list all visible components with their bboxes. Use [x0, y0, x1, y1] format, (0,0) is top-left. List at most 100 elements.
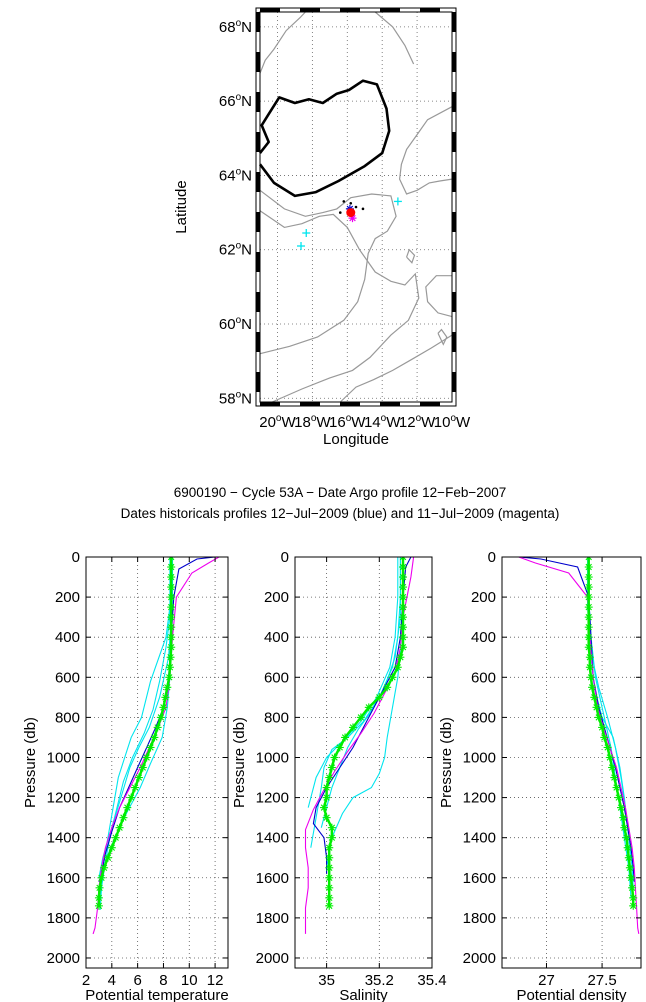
- argo-profile-star: [399, 593, 408, 602]
- map-xtick-label: 18oW: [294, 413, 331, 431]
- ytick-label: 0: [72, 549, 80, 566]
- argo-profile-star: [605, 753, 614, 762]
- map-ylabel: Latitude: [173, 180, 190, 233]
- argo-profile-star: [393, 663, 402, 672]
- ytick-label: 800: [471, 709, 496, 726]
- argo-profile-star: [624, 853, 633, 862]
- axes-box: [294, 556, 433, 969]
- ytick-label: 400: [471, 629, 496, 646]
- frame-segment: [452, 372, 456, 392]
- argo-profile-star: [138, 763, 147, 772]
- ytick-label: 800: [55, 709, 80, 726]
- argo-profile-star: [383, 683, 392, 692]
- map-ytick-label: 58oN: [219, 389, 252, 407]
- argo-profile-star: [586, 673, 595, 682]
- argo-profile-star: [356, 713, 365, 722]
- argo-profile-star: [119, 813, 128, 822]
- argo-profile-star: [629, 901, 638, 910]
- ylabel: Pressure (db): [22, 717, 39, 808]
- profile-title: 6900190 − Cycle 53A − Date Argo profile …: [174, 485, 507, 500]
- ytick-label: 200: [55, 589, 80, 606]
- argo-profile-star: [584, 643, 593, 652]
- historical-point: [361, 207, 365, 211]
- ytick-label: 1000: [47, 749, 80, 766]
- ytick-label: 1200: [256, 790, 289, 807]
- ytick-label: 0: [281, 549, 289, 566]
- depth-contour: [425, 275, 453, 318]
- profile-markers: [297, 197, 402, 250]
- argo-profile-star: [159, 703, 168, 712]
- frame-segment: [420, 402, 440, 406]
- argo-profile-star: [94, 901, 103, 910]
- xtick-label: 35.2: [365, 972, 394, 989]
- ytick-label: 1600: [47, 870, 80, 887]
- ytick-label: 1400: [47, 830, 80, 847]
- frame-segment: [340, 8, 360, 12]
- axes-box: [85, 556, 229, 969]
- frame-segment: [300, 402, 320, 406]
- map-xtick-label: 12oW: [399, 413, 436, 431]
- argo-profile-line: [322, 557, 405, 906]
- ytick-label: 1200: [463, 790, 496, 807]
- frame-segment: [256, 332, 260, 352]
- argo-profile-star: [399, 643, 408, 652]
- xtick-label: 35.4: [417, 972, 446, 989]
- argo-profile-star: [142, 753, 151, 762]
- ytick-label: 1200: [47, 790, 80, 807]
- argo-profile-stars: [584, 557, 638, 910]
- frame-segment: [256, 292, 260, 312]
- argo-profile-point: [346, 208, 356, 218]
- argo-profile-star: [584, 603, 593, 612]
- xtick-label: 6: [133, 972, 141, 989]
- depth-contour: [339, 334, 453, 403]
- argo-profile-star: [322, 813, 331, 822]
- frame-segment: [256, 252, 260, 272]
- argo-profile-star: [619, 813, 628, 822]
- map-xlabel: Longitude: [323, 431, 389, 448]
- profile-panel-3: 2727.52802004006008001000120014001600180…: [438, 549, 642, 1002]
- argo-profile-star: [335, 743, 344, 752]
- argo-profile-star: [115, 823, 124, 832]
- cyan-plus-marker: [393, 197, 402, 206]
- frame-segment: [380, 402, 400, 406]
- argo-profile-star: [325, 773, 334, 782]
- argo-profile-star: [584, 573, 593, 582]
- map-xtick-label: 20oW: [259, 413, 296, 431]
- argo-profile-star: [341, 733, 350, 742]
- xtick-label: 27: [538, 972, 555, 989]
- argo-profile-star: [95, 883, 104, 892]
- ytick-label: 200: [471, 589, 496, 606]
- ytick-label: 200: [264, 589, 289, 606]
- argo-profile-star: [584, 557, 593, 561]
- historical-point: [349, 201, 353, 205]
- depth-contour: [259, 189, 397, 355]
- frame-segment: [256, 92, 260, 112]
- map-ytick-label: 62oN: [219, 241, 252, 259]
- frame-segment: [452, 92, 456, 112]
- xtick-label: 27.5: [587, 972, 616, 989]
- ytick-label: 1800: [47, 910, 80, 927]
- argo-profile-star: [322, 783, 331, 792]
- historical-profile-line: [518, 557, 640, 934]
- argo-profile-star: [399, 563, 408, 572]
- xlabel: Potential density: [516, 987, 627, 1002]
- map-ytick-label: 64oN: [219, 166, 252, 184]
- argo-profile-star: [399, 633, 408, 642]
- xtick-label: 10: [181, 972, 198, 989]
- argo-profile-star: [588, 683, 597, 692]
- historical-profile-line: [99, 557, 172, 910]
- argo-profile-star: [150, 733, 159, 742]
- profile-series: [304, 557, 415, 934]
- ytick-label: 400: [264, 629, 289, 646]
- cyan-plus-marker: [297, 242, 306, 250]
- profile-panel-2: 35 35.2 35.4 0 200 400 600 800 1000 1200 1400 1600 1…: [231, 549, 447, 1002]
- argo-profile-star: [327, 833, 336, 842]
- argo-profile-stars: [319, 557, 408, 910]
- argo-profile-star: [146, 743, 155, 752]
- frame-segment: [300, 8, 320, 12]
- argo-profile-star: [111, 833, 120, 842]
- argo-profile-star: [97, 873, 106, 882]
- argo-profile-star: [167, 573, 176, 582]
- argo-profile-star: [348, 723, 357, 732]
- argo-profile-star: [167, 557, 176, 561]
